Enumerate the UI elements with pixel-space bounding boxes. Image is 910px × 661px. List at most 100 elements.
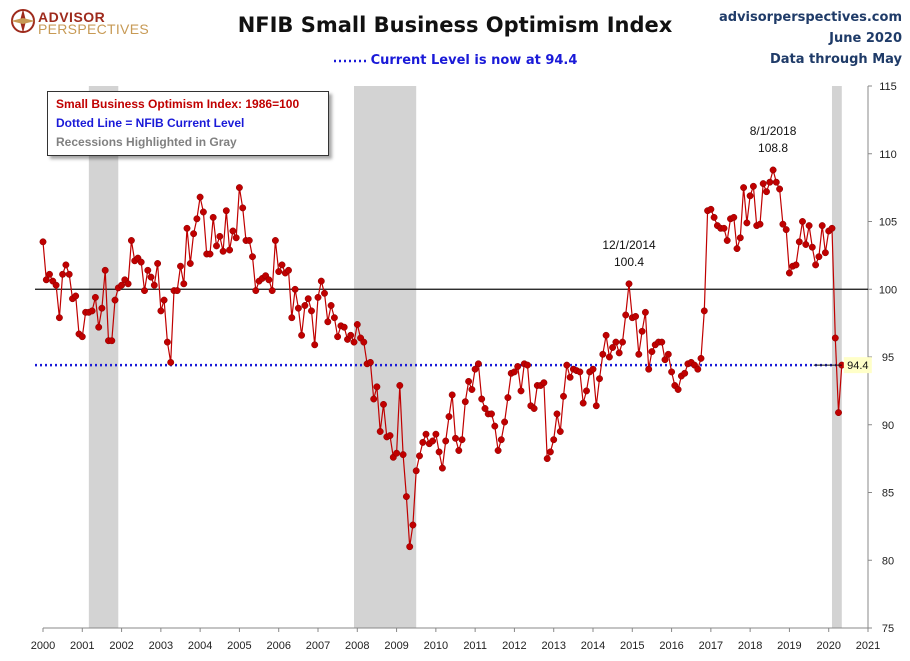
data-point — [645, 365, 653, 373]
data-point — [127, 237, 135, 244]
data-point — [317, 277, 325, 285]
data-point — [772, 178, 780, 186]
data-point — [144, 266, 152, 274]
data-point — [442, 437, 450, 445]
data-point — [429, 437, 437, 445]
data-point — [514, 363, 522, 370]
data-point — [563, 361, 571, 369]
data-point — [412, 467, 420, 475]
data-point — [530, 405, 538, 412]
data-point — [154, 260, 162, 267]
data-point — [88, 307, 96, 315]
data-point — [828, 224, 836, 232]
data-point — [471, 365, 479, 373]
annotation-value-1: 100.4 — [614, 255, 644, 269]
data-point — [222, 207, 230, 215]
logo-name-top: ADVISOR — [38, 9, 106, 25]
data-point — [157, 307, 165, 315]
data-point — [736, 234, 744, 242]
data-point — [59, 270, 67, 278]
compass-icon — [11, 9, 35, 33]
data-through: Data through May — [769, 52, 902, 67]
data-point — [720, 224, 728, 232]
data-point — [756, 220, 764, 228]
data-point — [239, 204, 247, 212]
data-point — [199, 208, 207, 216]
data-point — [46, 270, 53, 278]
subtitle-text: Current Level is now at 94.4 — [370, 53, 578, 68]
data-point — [39, 238, 47, 246]
annotation-date-2: 8/1/2018 — [750, 124, 797, 138]
source-date: June 2020 — [829, 31, 902, 46]
data-point — [232, 234, 240, 242]
x-tick-label: 2011 — [463, 640, 487, 652]
data-point — [72, 292, 80, 300]
logo-name-bottom: PERSPECTIVES — [38, 21, 149, 37]
data-point — [245, 237, 253, 244]
data-point — [766, 178, 774, 186]
data-point — [78, 333, 86, 341]
x-tick-label: 2017 — [699, 640, 723, 652]
data-point — [510, 368, 518, 376]
x-tick-label: 2004 — [188, 640, 212, 652]
data-point — [406, 543, 414, 551]
data-point — [265, 276, 273, 284]
data-point — [664, 350, 672, 358]
x-tick-label: 2000 — [31, 640, 55, 652]
data-point — [478, 395, 486, 403]
annotation-value-2: 108.8 — [758, 141, 788, 155]
data-point — [461, 398, 469, 406]
data-point — [386, 432, 394, 440]
x-tick-label: 2016 — [659, 640, 683, 652]
y-tick-label: 90 — [882, 420, 894, 432]
data-point — [799, 218, 806, 225]
data-point — [409, 521, 417, 529]
data-point — [98, 304, 106, 312]
data-point — [763, 188, 770, 196]
data-point — [324, 318, 332, 326]
data-point — [792, 261, 800, 269]
data-point — [723, 237, 731, 244]
data-point — [605, 353, 613, 361]
data-point — [743, 219, 751, 227]
data-point — [219, 247, 227, 255]
data-point — [818, 222, 826, 230]
data-point — [304, 295, 312, 303]
data-point — [465, 377, 473, 385]
data-point — [402, 493, 410, 501]
data-point — [782, 226, 790, 234]
data-point — [632, 312, 640, 320]
x-tick-label: 2015 — [620, 640, 644, 652]
data-point — [435, 448, 443, 456]
y-tick-label: 105 — [879, 217, 897, 229]
data-point — [524, 361, 531, 369]
data-point — [252, 287, 260, 295]
source-info: advisorperspectives.com June 2020 Data t… — [719, 7, 902, 70]
data-point — [91, 293, 99, 301]
data-point — [163, 338, 171, 346]
legend-line-series: Small Business Optimism Index: 1986=100 — [56, 97, 300, 111]
data-point — [271, 237, 279, 244]
source-site: advisorperspectives.com — [718, 10, 902, 25]
data-point — [812, 261, 820, 269]
data-point — [746, 192, 754, 200]
data-point — [137, 258, 145, 266]
data-point — [330, 314, 338, 322]
data-point — [353, 321, 361, 328]
data-point — [491, 422, 499, 430]
data-point — [546, 448, 554, 456]
data-point — [278, 261, 286, 269]
data-point — [141, 287, 148, 295]
data-point — [596, 375, 603, 383]
data-point — [235, 184, 243, 192]
x-tick-label: 2020 — [816, 640, 840, 652]
recession-band-1 — [88, 86, 119, 628]
y-tick-label: 110 — [879, 149, 897, 161]
legend-box: Small Business Optimism Index: 1986=100 … — [47, 91, 329, 156]
data-point — [448, 391, 456, 399]
data-point — [180, 280, 188, 288]
data-point — [124, 280, 132, 288]
data-point — [579, 399, 587, 407]
data-point — [108, 337, 116, 345]
data-point — [249, 253, 256, 261]
